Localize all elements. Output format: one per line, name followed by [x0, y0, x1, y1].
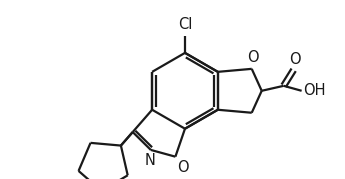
Text: N: N — [145, 153, 155, 168]
Text: O: O — [247, 50, 258, 65]
Text: Cl: Cl — [178, 17, 192, 32]
Text: OH: OH — [304, 83, 326, 98]
Text: O: O — [177, 160, 189, 175]
Text: O: O — [289, 52, 300, 67]
